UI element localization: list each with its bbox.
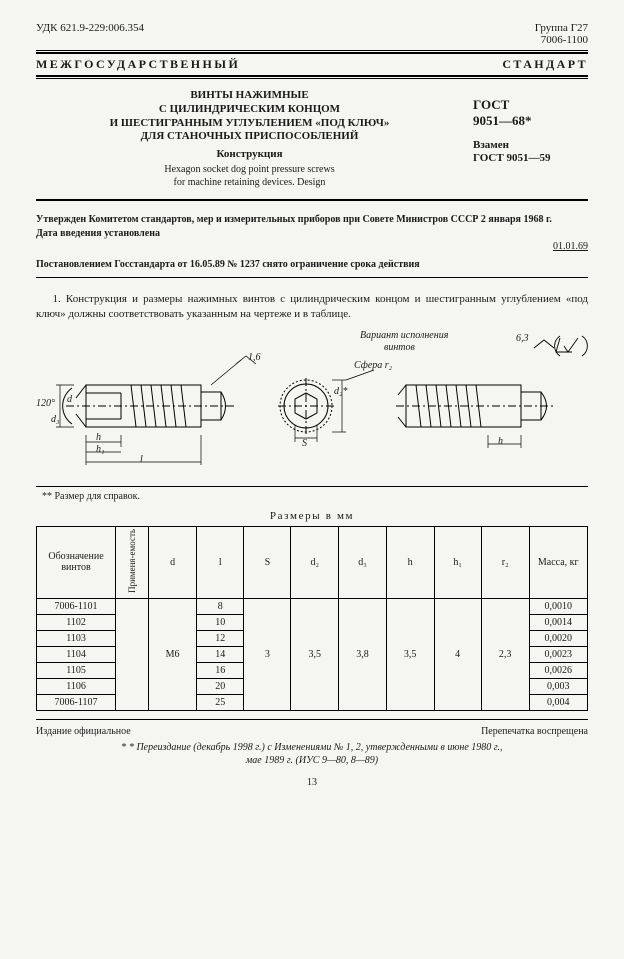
col-S: S	[244, 526, 291, 598]
prod-code: 7006-1100	[535, 34, 588, 46]
reissue-note: * * Переиздание (декабрь 1998 г.) с Изме…	[36, 741, 588, 767]
approval-line3: Постановлением Госстандарта от 16.05.89 …	[36, 259, 420, 270]
drawing-svg	[36, 330, 588, 480]
lbl-d2: d₂*	[334, 386, 347, 397]
footer-row: Издание официальное Перепечатка воспреще…	[36, 726, 588, 737]
title-right: ГОСТ 9051—68* Взамен ГОСТ 9051—59	[473, 89, 588, 189]
col-h1: h₁	[434, 526, 481, 598]
lbl-h: h	[96, 432, 101, 443]
lbl-S: S	[302, 438, 307, 449]
approval-line2: Дата введения установлена	[36, 228, 160, 239]
lbl-sfera: Сфера r₂	[354, 360, 392, 371]
paragraph-1: 1. Конструкция и размеры нажимных винтов…	[36, 292, 588, 322]
gost-label: ГОСТ 9051—68*	[473, 97, 588, 129]
lbl-angle: 120°	[36, 398, 55, 409]
lbl-variant: Вариант исполнения	[360, 330, 448, 341]
lbl-variant2: винтов	[384, 342, 415, 353]
col-id: Обозначение винтов	[37, 526, 116, 598]
lbl-ra16: 1,6	[248, 352, 261, 363]
lbl-h-r: h	[498, 436, 503, 447]
col-d3: d₃	[339, 526, 387, 598]
col-l: l	[196, 526, 243, 598]
table-title: Размеры в мм	[36, 510, 588, 522]
header-top: УДК 621.9-229:006.354 Группа Г27 7006-11…	[36, 22, 588, 46]
group-code: Группа Г27	[535, 22, 588, 34]
footer-left: Издание официальное	[36, 726, 131, 737]
lbl-h1: h₁	[96, 444, 104, 455]
col-h: h	[386, 526, 434, 598]
title-block: ВИНТЫ НАЖИМНЫЕ С ЦИЛИНДРИЧЕСКИМ КОНЦОМ И…	[36, 89, 588, 189]
col-m: Масса, кг	[529, 526, 588, 598]
col-d: d	[149, 526, 197, 598]
col-r2: r₂	[481, 526, 529, 598]
footer-right: Перепечатка воспрещена	[481, 726, 588, 737]
lbl-ra63: 6,3	[516, 333, 529, 344]
replaces-label: Взамен ГОСТ 9051—59	[473, 139, 588, 165]
col-app: Применя-емость	[127, 529, 137, 593]
title-left: ВИНТЫ НАЖИМНЫЕ С ЦИЛИНДРИЧЕСКИМ КОНЦОМ И…	[36, 89, 463, 189]
technical-drawing: Вариант исполнения винтов 6,3 1,6 Сфера …	[36, 330, 588, 480]
title-subtitle: Конструкция	[36, 148, 463, 160]
title-ru: ВИНТЫ НАЖИМНЫЕ С ЦИЛИНДРИЧЕСКИМ КОНЦОМ И…	[36, 89, 463, 144]
page-number: 13	[36, 777, 588, 788]
approval-date: 01.01.69	[36, 240, 588, 254]
approval-block: Утвержден Комитетом стандартов, мер и из…	[36, 213, 588, 271]
banner-block: МЕЖГОСУДАРСТВЕННЫЙ СТАНДАРТ	[36, 50, 588, 79]
title-en: Hexagon socket dog point pressure screws…	[36, 164, 463, 189]
col-d2: d₂	[291, 526, 339, 598]
lbl-l: l	[140, 454, 143, 465]
lbl-d: d	[67, 394, 72, 405]
udk-code: УДК 621.9-229:006.354	[36, 22, 144, 46]
dimensions-table: Обозначение винтов Применя-емость d l S …	[36, 526, 588, 711]
table-header-row: Обозначение винтов Применя-емость d l S …	[37, 526, 588, 598]
footnote: ** Размер для справок.	[42, 491, 588, 502]
table-row: 7006-1101 М6 8 3 3,5 3,8 3,5 4 2,3 0,001…	[37, 598, 588, 614]
approval-line1: Утвержден Комитетом стандартов, мер и из…	[36, 214, 552, 225]
banner-text: МЕЖГОСУДАРСТВЕННЫЙ СТАНДАРТ	[36, 55, 588, 74]
header-right: Группа Г27 7006-1100	[535, 22, 588, 46]
lbl-d3: d₃	[51, 414, 59, 425]
